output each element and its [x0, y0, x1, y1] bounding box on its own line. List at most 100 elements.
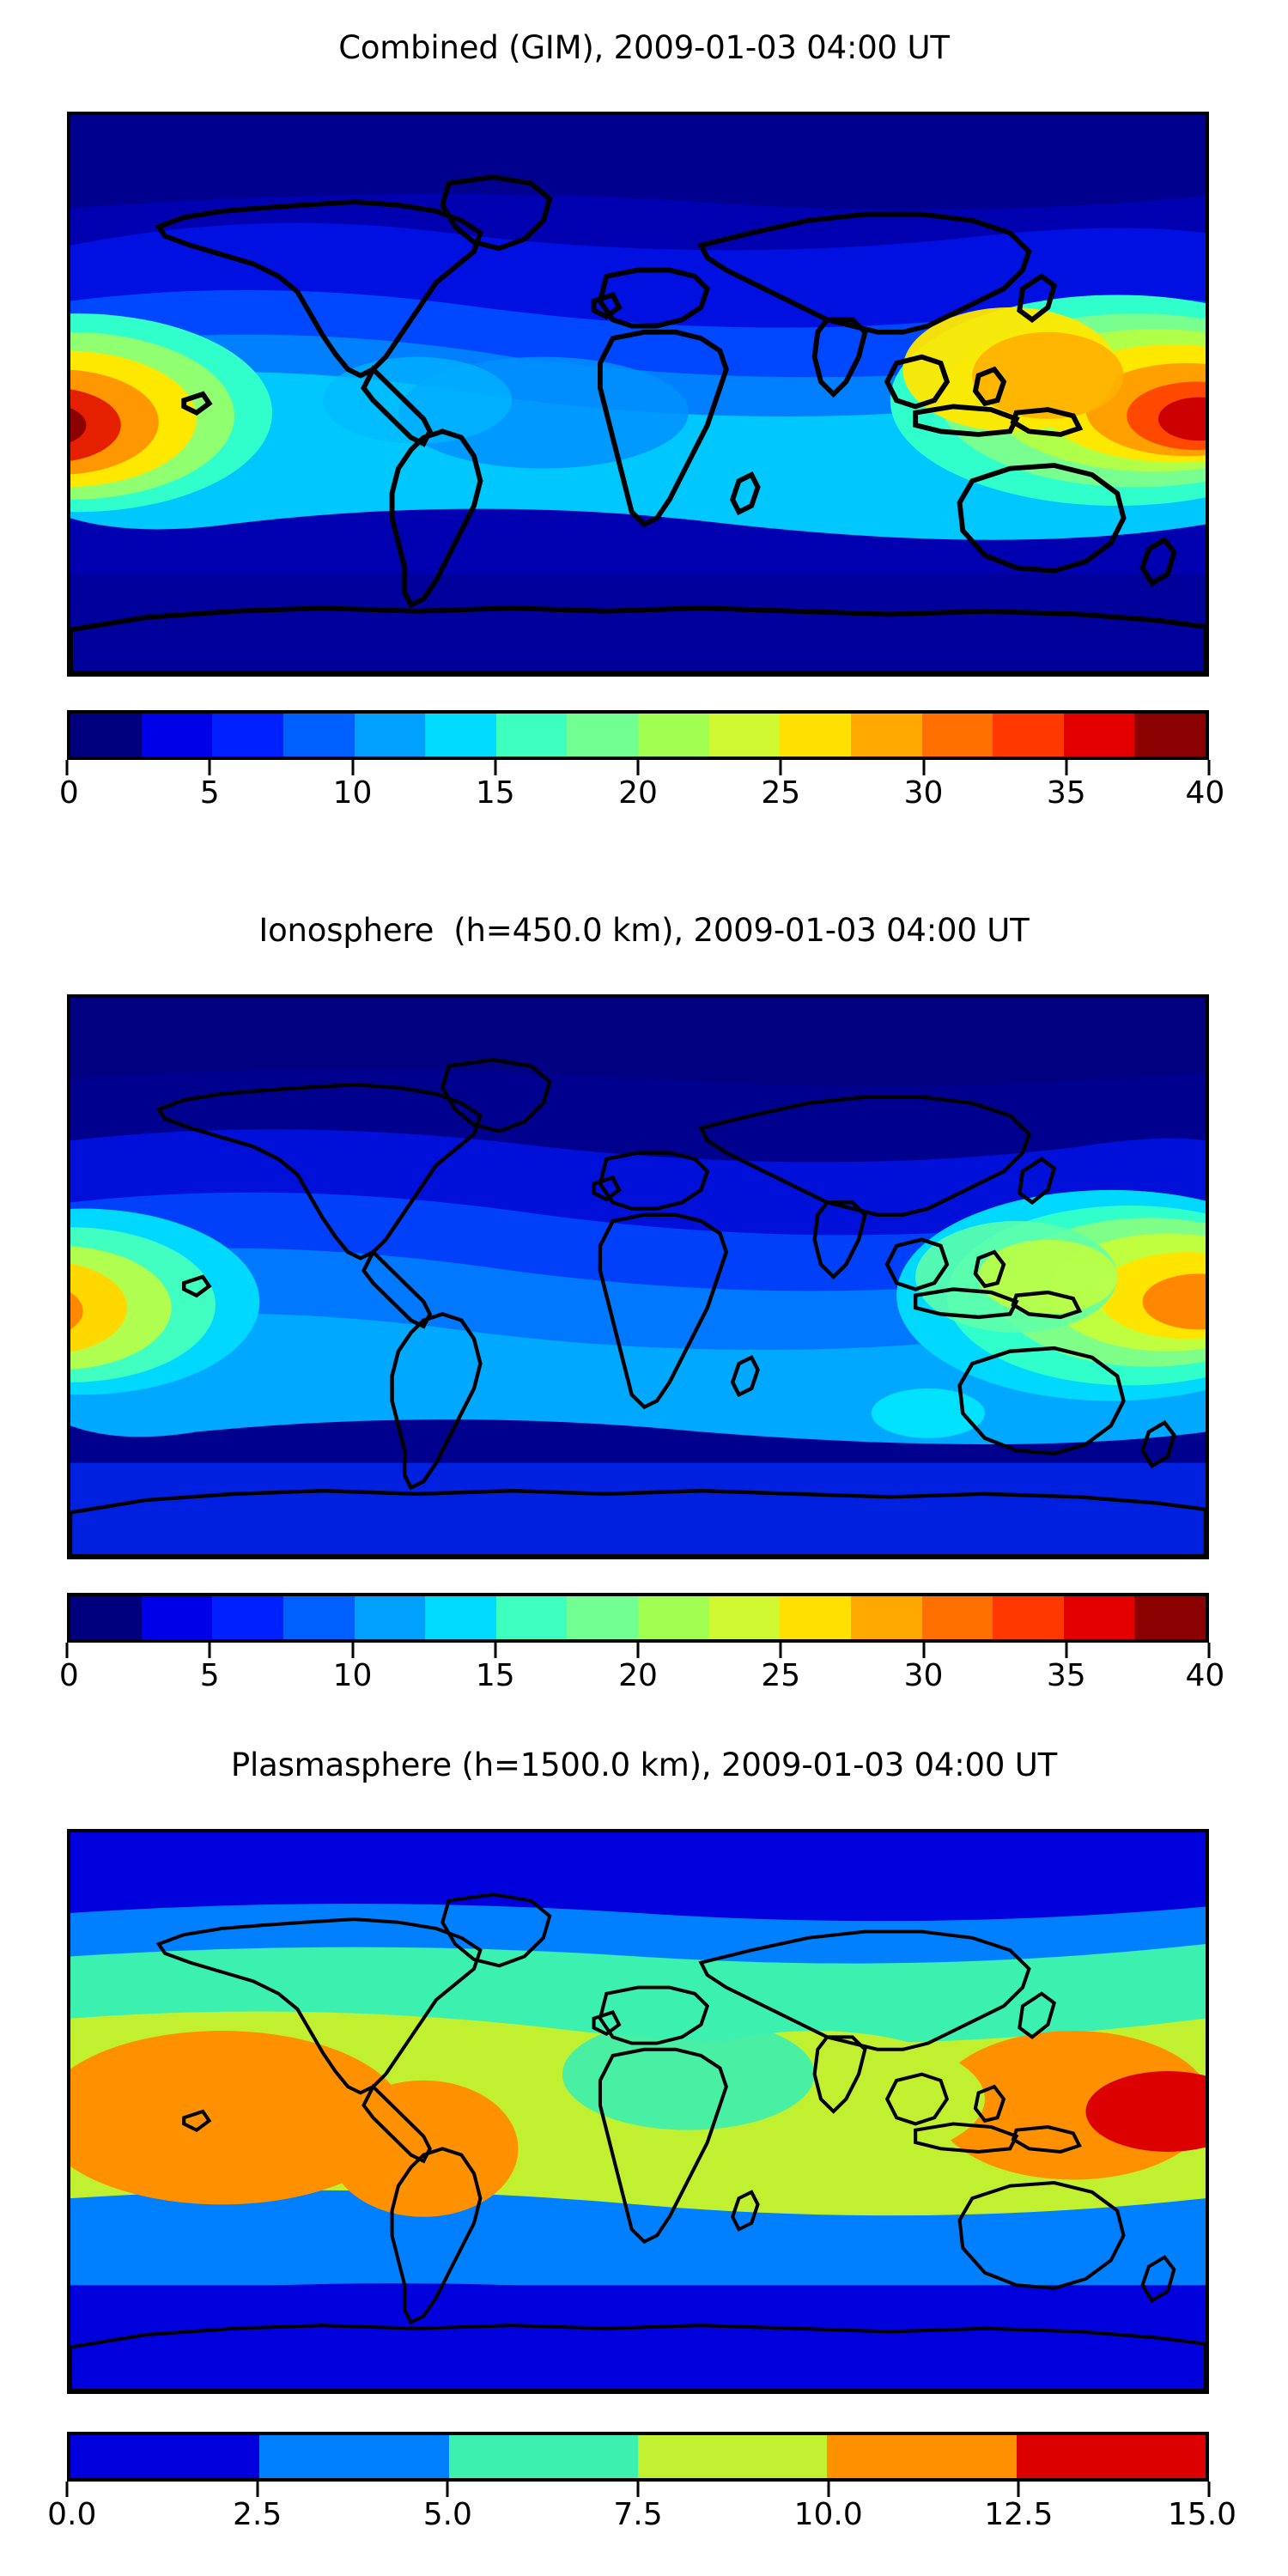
colorbar-tick-8	[1207, 760, 1211, 775]
colorbar-plasmasphere: 0.0 2.5 5.0 7.5 10.0 12.5 15.0	[47, 2432, 1236, 2537]
colorbar-segment-4	[354, 714, 426, 756]
colorbar-segment-12	[921, 1596, 993, 1639]
colorbar-ticks-plasmasphere	[65, 2482, 1211, 2497]
colorbar-segment-13	[993, 1596, 1064, 1639]
colorbar-tick-label-1: 5	[199, 775, 220, 811]
colorbar-tick-0	[65, 2482, 69, 2497]
colorbar-segment-7	[567, 714, 638, 756]
panel-title-combined: Combined (GIM), 2009-01-03 04:00 UT	[338, 29, 950, 66]
colorbar-tick-5	[1017, 2482, 1020, 2497]
colorbar-tick-label-7: 35	[1046, 775, 1086, 811]
colorbar-tick-7	[1065, 760, 1068, 775]
colorbar-tick-6	[922, 760, 925, 775]
panel-title-ionosphere: Ionosphere (h=450.0 km), 2009-01-03 04:0…	[258, 912, 1030, 949]
colorbar-gradient-combined[interactable]	[67, 710, 1209, 760]
colorbar-tick-label-4: 20	[618, 775, 658, 811]
colorbar-segment-9	[708, 1596, 781, 1639]
colorbar-segment-15	[1134, 1596, 1206, 1639]
colorbar-segment-2	[448, 2435, 638, 2478]
colorbar-segment-2	[212, 1596, 283, 1639]
colorbar-tick-label-3: 15	[475, 775, 515, 811]
colorbar-tick-label-1: 2.5	[233, 2497, 283, 2532]
colorbar-tick-4	[636, 760, 640, 775]
colorbar-labels-plasmasphere: 0.0 2.5 5.0 7.5 10.0 12.5 15.0	[47, 2497, 1236, 2537]
colorbar-segment-13	[993, 714, 1064, 756]
colorbar-tick-label-7: 35	[1046, 1658, 1086, 1693]
colorbar-gradient-plasmasphere[interactable]	[67, 2432, 1209, 2482]
colorbar-segment-6	[495, 1596, 568, 1639]
colorbar-segment-10	[780, 1596, 851, 1639]
colorbar-labels-combined: 0 5 10 15 20 25 30 35 40	[59, 775, 1224, 815]
colorbar-tick-label-5: 25	[761, 1658, 801, 1693]
colorbar-segment-14	[1063, 1596, 1135, 1639]
colorbar-tick-2	[446, 2482, 449, 2497]
map-combined-gim	[67, 112, 1209, 677]
colorbar-tick-2	[351, 1643, 354, 1658]
colorbar-tick-label-6: 30	[903, 775, 944, 811]
colorbar-segment-6	[495, 714, 568, 756]
colorbar-tick-label-6: 30	[903, 1658, 944, 1693]
colorbar-segment-8	[638, 714, 709, 756]
colorbar-segment-8	[638, 1596, 709, 1639]
colorbar-labels-ionosphere: 0 5 10 15 20 25 30 35 40	[59, 1658, 1224, 1698]
colorbar-segment-2	[212, 714, 283, 756]
colorbar-segment-15	[1134, 714, 1206, 756]
colorbar-segment-5	[425, 1596, 496, 1639]
colorbar-segment-3	[283, 1596, 355, 1639]
colorbar-segment-1	[259, 2435, 449, 2478]
colorbar-segment-9	[708, 714, 781, 756]
colorbar-tick-label-2: 5.0	[422, 2497, 472, 2532]
colorbar-segment-12	[921, 714, 993, 756]
colorbar-gradient-ionosphere[interactable]	[67, 1593, 1209, 1643]
colorbar-tick-label-2: 10	[332, 1658, 373, 1693]
colorbar-tick-3	[494, 760, 497, 775]
colorbar-segment-0	[70, 1596, 142, 1639]
colorbar-tick-0	[65, 760, 69, 775]
colorbar-ticks-ionosphere	[65, 1643, 1211, 1658]
colorbar-tick-5	[779, 1643, 782, 1658]
map-ionosphere	[67, 994, 1209, 1559]
panel-title-plasmasphere: Plasmasphere (h=1500.0 km), 2009-01-03 0…	[230, 1747, 1058, 1783]
colorbar-ticks-combined	[65, 760, 1211, 775]
colorbar-tick-label-5: 12.5	[984, 2497, 1054, 2532]
colorbar-segment-0	[70, 2435, 260, 2478]
colorbar-segment-7	[567, 1596, 638, 1639]
colorbar-ionosphere: 0 5 10 15 20 25 30 35 40	[59, 1593, 1224, 1698]
colorbar-segment-4	[827, 2435, 1017, 2478]
colorbar-tick-7	[1065, 1643, 1068, 1658]
colorbar-tick-label-0: 0.0	[47, 2497, 97, 2532]
colorbar-tick-8	[1207, 1643, 1211, 1658]
colorbar-tick-0	[65, 1643, 69, 1658]
colorbar-tick-1	[256, 2482, 259, 2497]
colorbar-segment-1	[141, 714, 213, 756]
colorbar-tick-label-8: 40	[1185, 775, 1225, 811]
colorbar-tick-label-4: 20	[618, 1658, 658, 1693]
colorbar-tick-label-4: 10.0	[793, 2497, 863, 2532]
colorbar-tick-6	[922, 1643, 925, 1658]
colorbar-tick-label-3: 15	[475, 1658, 515, 1693]
colorbar-segment-11	[850, 1596, 922, 1639]
colorbar-tick-2	[351, 760, 354, 775]
colorbar-segment-14	[1063, 714, 1135, 756]
colorbar-segment-10	[780, 714, 851, 756]
colorbar-tick-6	[1207, 2482, 1211, 2497]
colorbar-tick-1	[208, 760, 211, 775]
colorbar-tick-4	[827, 2482, 830, 2497]
colorbar-segment-0	[70, 714, 142, 756]
colorbar-tick-label-5: 25	[761, 775, 801, 811]
colorbar-segment-5	[1016, 2435, 1206, 2478]
colorbar-tick-label-8: 40	[1185, 1658, 1225, 1693]
colorbar-tick-label-6: 15.0	[1167, 2497, 1237, 2532]
colorbar-tick-label-3: 7.5	[613, 2497, 663, 2532]
colorbar-tick-3	[494, 1643, 497, 1658]
colorbar-tick-label-0: 0	[58, 1658, 79, 1693]
colorbar-tick-3	[636, 2482, 640, 2497]
colorbar-tick-label-1: 5	[199, 1658, 220, 1693]
colorbar-tick-label-2: 10	[332, 775, 373, 811]
map-plasmasphere	[67, 1829, 1209, 2394]
colorbar-tick-1	[208, 1643, 211, 1658]
colorbar-tick-5	[779, 760, 782, 775]
colorbar-segment-3	[637, 2435, 828, 2478]
colorbar-segment-5	[425, 714, 496, 756]
